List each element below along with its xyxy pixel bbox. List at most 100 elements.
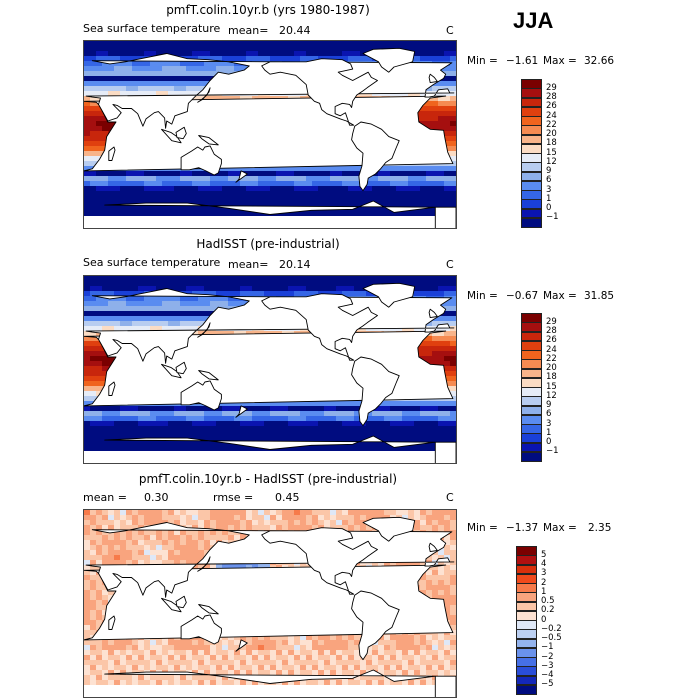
colorbar-tick-label: 0 — [546, 437, 552, 447]
landmass — [235, 170, 248, 183]
panel-3-map — [83, 509, 457, 698]
colorbar-tick-label: 28 — [546, 326, 557, 336]
panel-3-max-label: Max = — [543, 522, 577, 534]
colorbar-tick-label: 22 — [546, 119, 557, 130]
panel-2-max-value: 31.85 — [584, 290, 615, 302]
panel-1-max-value: 32.66 — [584, 55, 615, 67]
colorbar-tick-label: 0.5 — [541, 596, 555, 606]
panel-3-max-value: 2.35 — [588, 522, 612, 534]
landmass — [428, 73, 438, 84]
season-label: JJA — [513, 8, 554, 33]
panel-1-map — [83, 40, 457, 229]
landmass — [104, 435, 456, 463]
colorbar-tick-label: 12 — [546, 390, 557, 401]
landmass — [180, 614, 222, 645]
colorbar-tick-label: −1 — [546, 446, 559, 457]
colorbar-swatch — [521, 217, 542, 228]
landmass — [261, 527, 378, 595]
landmass — [180, 145, 222, 176]
landmass — [85, 288, 455, 364]
colorbar-tick-label: 18 — [546, 138, 557, 149]
landmass — [104, 669, 456, 697]
colorbar-tick-label: 15 — [546, 381, 557, 392]
landmass — [85, 522, 455, 598]
colorbar-tick-label: 22 — [546, 353, 557, 364]
landmass — [175, 595, 187, 609]
colorbar-tick-label: 0.2 — [541, 605, 555, 616]
panel-3-mean-value: 0.30 — [144, 491, 169, 504]
colorbar-tick-label: 0 — [541, 614, 547, 625]
landmass — [428, 308, 438, 319]
panel-2-variable-label: Sea surface temperature — [83, 256, 221, 269]
panel-1-variable-label: Sea surface temperature — [83, 22, 221, 35]
colorbar-tick-label: 29 — [546, 316, 557, 327]
landmass — [261, 293, 378, 361]
colorbar-tick-label: 12 — [546, 156, 557, 167]
landmass — [351, 121, 400, 192]
landmass — [161, 128, 182, 144]
landmass — [198, 135, 219, 146]
landmass — [175, 361, 187, 375]
colorbar-tick-label: −1 — [541, 642, 554, 653]
panel-3-min-label: Min = — [467, 522, 498, 534]
panel-2-colorbar: 29 28 26 24 22 20 18 15 12 9 6 3 1 0 −1 — [521, 313, 601, 462]
colorbar-swatch — [516, 684, 537, 695]
colorbar-tick-label: 3 — [546, 418, 552, 429]
colorbar-tick-label: −5 — [541, 679, 554, 690]
panel-2-map — [83, 275, 457, 464]
panel-1-mean-value: 20.44 — [279, 24, 311, 37]
landmass — [180, 380, 222, 411]
landmass — [85, 53, 455, 129]
continents — [84, 282, 456, 463]
colorbar-tick-label: 2 — [541, 577, 547, 588]
colorbar-tick-label: 24 — [546, 110, 557, 121]
landmass — [235, 405, 248, 418]
colorbar-tick-label: 0 — [546, 203, 552, 213]
panel-1-colorbar: 29 28 26 24 22 20 18 15 12 9 6 3 1 0 −1 — [521, 79, 601, 228]
landmass — [108, 146, 116, 161]
colorbar-tick-label: 4 — [541, 559, 547, 569]
panel-1-units: C — [446, 24, 454, 37]
panel-1-min-value: −1.61 — [506, 55, 539, 67]
continents — [84, 47, 456, 228]
panel-3-mean-label: mean = — [83, 491, 127, 504]
panel-2-units: C — [446, 258, 454, 271]
landmass — [362, 516, 416, 542]
panel-1-title: pmfT.colin.10yr.b (yrs 1980-1987) — [166, 3, 370, 17]
colorbar-tick-label: 1 — [541, 586, 547, 597]
colorbar-tick-label: −0.5 — [541, 633, 562, 643]
panel-1-max-label: Max = — [543, 55, 577, 67]
landmass — [197, 87, 211, 103]
panel-2-mean-label: mean= — [228, 258, 269, 271]
colorbar-tick-label: −3 — [541, 660, 554, 671]
landmass — [198, 370, 219, 381]
colorbar-tick-label: 3 — [546, 184, 552, 195]
colorbar-tick-label: 24 — [546, 344, 557, 355]
landmass — [362, 47, 416, 73]
panel-2-min-value: −0.67 — [506, 290, 539, 302]
colorbar-tick-label: 28 — [546, 92, 557, 102]
panel-1-mean-label: mean= — [228, 24, 269, 37]
continents — [84, 516, 456, 697]
panel-3-colorbar: 5 4 3 2 1 0.5 0.2 0 −0.2 −0.5 −1 −2 −3 −4 −5 — [516, 546, 596, 695]
landmass — [108, 615, 116, 630]
colorbar-tick-label: 9 — [546, 400, 552, 410]
panel-3-rmse-label: rmse = — [213, 491, 254, 504]
colorbar-tick-label: 20 — [546, 129, 557, 139]
colorbar-tick-label: −2 — [541, 651, 554, 662]
landmass — [161, 597, 182, 613]
colorbar-tick-label: −0.2 — [541, 623, 562, 634]
colorbar-tick-label: 5 — [541, 549, 547, 560]
landmass — [261, 58, 378, 126]
landmass — [104, 200, 456, 228]
panel-3-units: C — [446, 491, 454, 504]
colorbar-tick-label: 1 — [546, 427, 552, 438]
panel-2-min-label: Min = — [467, 290, 498, 302]
colorbar-tick-label: 9 — [546, 166, 552, 176]
panel-2-mean-value: 20.14 — [279, 258, 311, 271]
landmass — [175, 126, 187, 140]
panel-3-min-value: −1.37 — [506, 522, 539, 534]
colorbar-tick-label: 15 — [546, 147, 557, 158]
colorbar-tick-label: 3 — [541, 568, 547, 579]
panel-3-title: pmfT.colin.10yr.b - HadISST (pre-industr… — [138, 472, 398, 486]
